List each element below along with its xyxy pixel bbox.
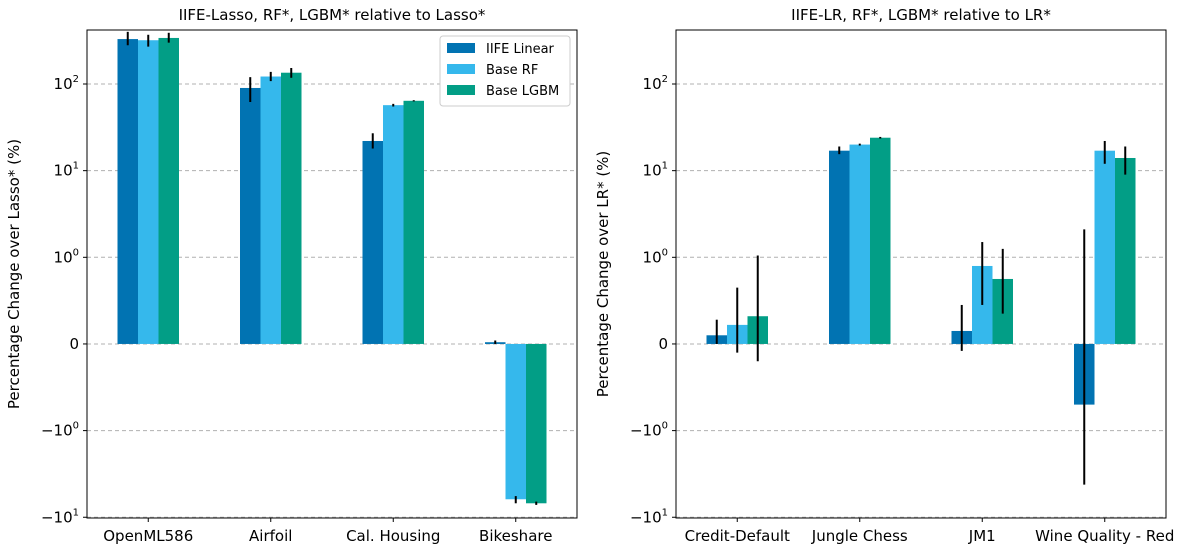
bar	[117, 39, 138, 344]
legend-swatch	[447, 64, 475, 74]
x-tick-label: OpenML586	[103, 527, 193, 545]
left-y-axis-label: Percentage Change over Lasso* (%)	[5, 139, 23, 409]
y-tick-label: −101	[41, 507, 79, 526]
x-tick-label: Cal. Housing	[346, 527, 440, 545]
x-tick-label: Jungle Chess	[811, 527, 908, 545]
x-tick-label: JM1	[968, 527, 996, 545]
bar	[281, 72, 302, 344]
bar	[260, 76, 281, 344]
legend-swatch	[447, 85, 475, 95]
y-tick-label: 100	[643, 247, 668, 266]
right-chart-title: IIFE-LR, RF*, LGBM* relative to LR*	[791, 6, 1051, 24]
y-tick-label: 100	[54, 247, 79, 266]
left-chart-title: IIFE-Lasso, RF*, LGBM* relative to Lasso…	[179, 6, 486, 24]
x-tick-label: Bikeshare	[479, 527, 552, 545]
legend-entry: Base RF	[486, 63, 538, 78]
y-tick-label: −100	[630, 421, 668, 440]
y-tick-label: 101	[54, 161, 79, 180]
x-tick-label: Credit-Default	[685, 527, 790, 545]
x-tick-label: Airfoil	[249, 527, 292, 545]
y-tick-label: 0	[69, 335, 79, 353]
bar	[383, 105, 404, 344]
y-tick-label: −101	[630, 507, 668, 526]
panel-left: 102 101 100 0 −100 −101 OpenML586 Airfoil Cal. H…	[41, 29, 578, 545]
x-tick-label: Wine Quality - Red	[1035, 527, 1174, 545]
y-tick-label: 102	[643, 74, 668, 93]
bar	[362, 140, 383, 344]
y-tick-label: −100	[41, 421, 79, 440]
bar	[526, 343, 547, 504]
panel-right: 102 101 100 0 −100 −101 Credit-Default Jungle C…	[630, 29, 1174, 545]
bar	[403, 100, 424, 344]
bar	[138, 40, 159, 344]
legend: IIFE Linear Base RF Base LGBM	[439, 35, 571, 107]
bar	[1115, 157, 1136, 344]
legend-entry: Base LGBM	[486, 84, 559, 99]
bar	[505, 343, 526, 500]
axes-frame	[675, 29, 1167, 519]
y-tick-label: 0	[658, 335, 668, 353]
legend-entry: IIFE Linear	[486, 42, 555, 57]
bar	[829, 150, 850, 344]
legend-swatch	[447, 43, 475, 53]
bar	[240, 87, 261, 344]
right-y-axis-label: Percentage Change over LR* (%)	[594, 151, 612, 398]
axes-frame	[86, 29, 578, 519]
bar	[158, 37, 179, 344]
y-tick-label: 102	[54, 74, 79, 93]
bar	[870, 137, 891, 344]
bar	[1094, 150, 1115, 344]
bar	[849, 144, 870, 344]
y-tick-label: 101	[643, 161, 668, 180]
